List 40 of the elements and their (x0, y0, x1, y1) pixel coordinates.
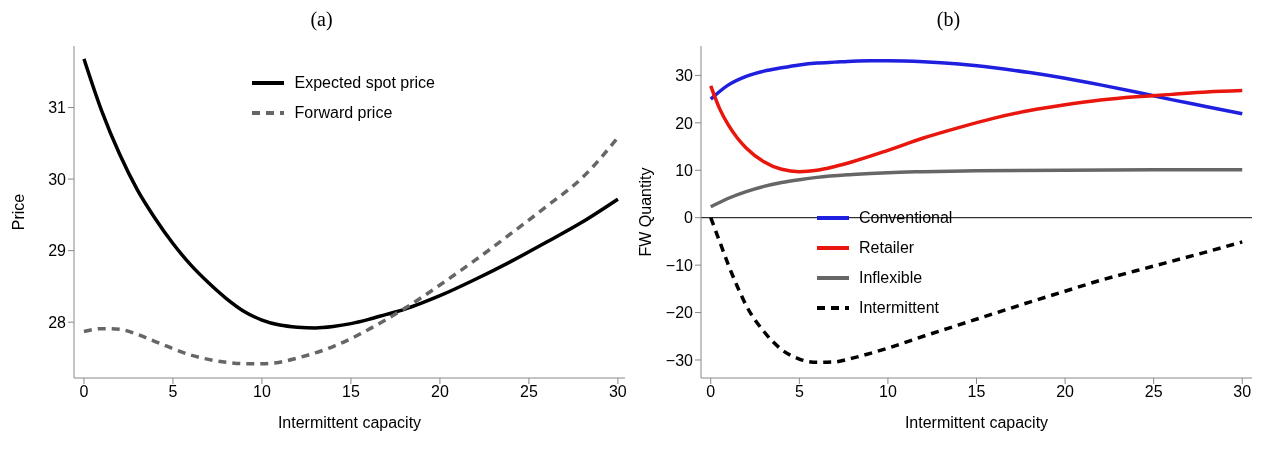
chart-title: (b) (935, 8, 962, 33)
y-tick-label: 0 (684, 209, 694, 227)
y-tick-label: −20 (665, 304, 694, 322)
x-tick-label: 30 (1233, 383, 1252, 401)
y-tick-label: 10 (675, 161, 694, 179)
x-tick-label: 30 (608, 383, 627, 401)
y-tick-label: −10 (665, 256, 694, 274)
line-series (708, 58, 1245, 116)
x-tick-label: 15 (342, 383, 360, 401)
x-tick-label: 25 (520, 383, 538, 401)
line-series (82, 57, 620, 330)
x-tick-label: 20 (1056, 383, 1075, 401)
x-tick-label: 20 (431, 383, 449, 401)
x-axis-title: Intermittent capacity (277, 414, 422, 431)
y-tick-label: 30 (675, 67, 694, 85)
x-tick-label: 5 (168, 383, 178, 401)
x-tick-label: 5 (794, 383, 804, 401)
legend-label: Intermittent (859, 299, 940, 317)
x-tick-label: 15 (967, 383, 986, 401)
y-axis-title: FW Quantity (636, 167, 654, 257)
x-tick-label: 10 (253, 383, 271, 401)
x-axis-title: Intermittent capacity (904, 414, 1049, 431)
line-series (708, 84, 1245, 174)
x-tick-label: 10 (879, 383, 897, 401)
x-tick-label: 0 (79, 383, 89, 401)
y-tick-label: 31 (48, 99, 67, 117)
y-tick-label: 28 (48, 313, 67, 331)
legend-label: Retailer (859, 239, 915, 257)
x-tick-label: 25 (1144, 383, 1163, 401)
chart-title: (a) (309, 8, 334, 33)
y-tick-label: 30 (48, 170, 67, 188)
y-tick-label: 29 (48, 242, 67, 260)
y-axis-title: Price (9, 193, 27, 231)
y-tick-label: 20 (675, 114, 694, 132)
line-series (708, 168, 1245, 209)
legend-label: Expected spot price (294, 74, 435, 92)
legend-label: Inflexible (859, 269, 923, 287)
y-tick-label: −30 (665, 351, 694, 369)
x-tick-label: 0 (706, 383, 716, 401)
legend-label: Forward price (294, 104, 393, 122)
